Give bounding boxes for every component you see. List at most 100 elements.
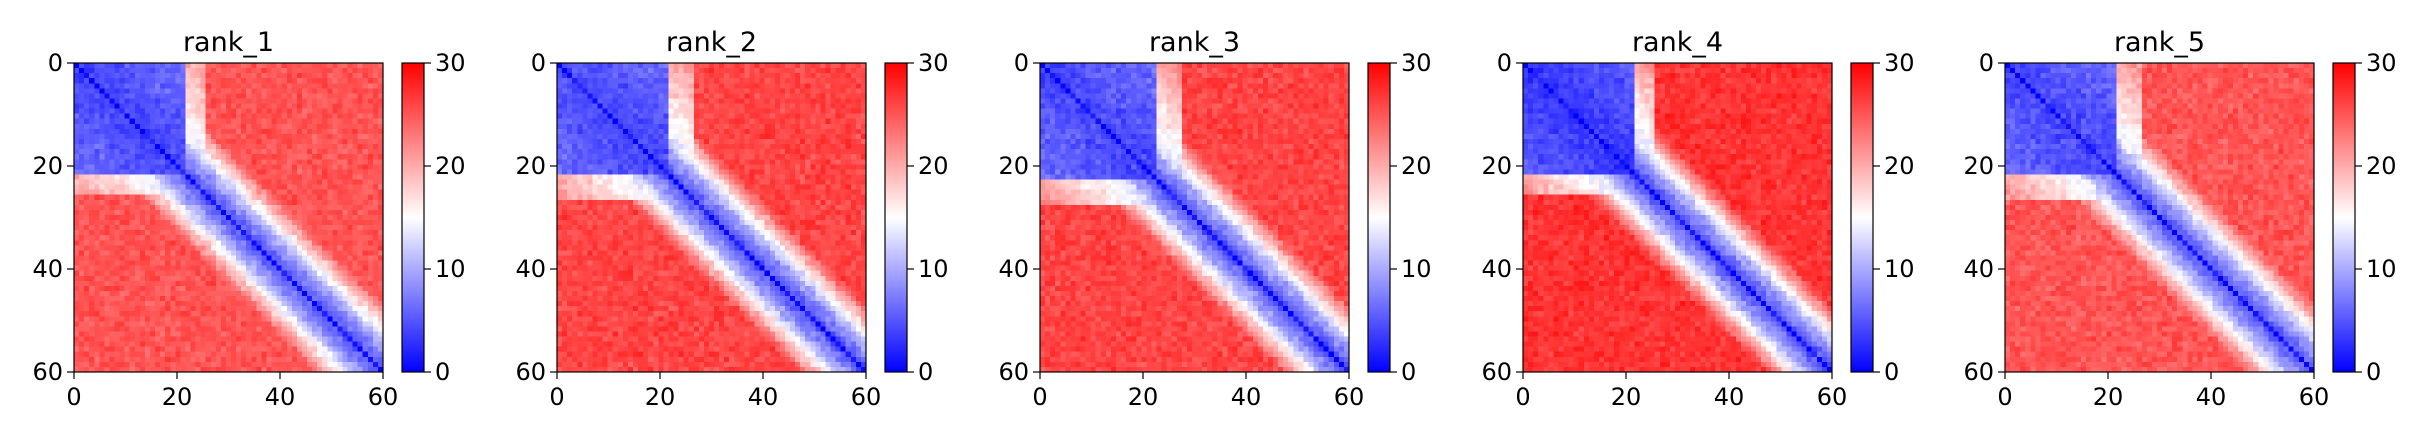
heatmap-cell [658,134,664,140]
heatmap-cell [74,296,80,302]
heatmap-cell [251,124,257,130]
heatmap-cell [272,266,278,272]
heatmap-cell [89,276,95,282]
heatmap-cell [348,245,354,251]
heatmap-cell [201,68,207,74]
heatmap-cell [282,301,288,307]
heatmap-cell [89,119,95,125]
heatmap-cell [226,88,232,94]
heatmap-cell [74,174,80,180]
heatmap-cell [317,337,323,343]
heatmap-cell [795,119,801,125]
heatmap-cell [196,195,202,201]
heatmap-cell [125,185,131,191]
heatmap-cell [125,266,131,272]
heatmap-cell [815,88,821,94]
heatmap-cell [272,109,278,115]
heatmap-cell [120,220,126,226]
heatmap-cell [256,331,262,337]
heatmap-cell [191,306,197,312]
heatmap-cell [785,134,791,140]
heatmap-cell [709,149,715,155]
heatmap-cell [317,271,323,277]
heatmap-cell [170,220,176,226]
heatmap-cell [562,98,568,104]
heatmap-cell [272,296,278,302]
heatmap-cell [74,98,80,104]
heatmap-cell [342,164,348,170]
heatmap-cell [266,245,272,251]
heatmap-cell [211,266,217,272]
heatmap-cell [608,149,614,155]
heatmap-cell [739,73,745,79]
heatmap-cell [679,104,685,110]
heatmap-cell [155,63,161,69]
heatmap-cell [810,104,816,110]
heatmap-cell [598,73,604,79]
heatmap-cell [724,154,730,160]
heatmap-cell [251,352,257,358]
heatmap-cell [795,83,801,89]
heatmap-cell [251,144,257,150]
heatmap-cell [815,73,821,79]
heatmap-cell [790,149,796,155]
heatmap-cell [567,93,573,99]
heatmap-cell [160,114,166,120]
heatmap-cell [216,98,222,104]
heatmap-cell [201,104,207,110]
heatmap-cell [312,357,318,363]
heatmap-cell [277,205,283,211]
heatmap-cell [292,337,298,343]
heatmap-cell [643,144,649,150]
heatmap-cell [221,114,227,120]
heatmap-cell [160,210,166,216]
heatmap-cell [805,139,811,145]
heatmap-cell [135,215,141,221]
heatmap-cell [84,296,90,302]
heatmap-cell [373,301,379,307]
heatmap-cell [94,164,100,170]
heatmap-cell [327,164,333,170]
heatmap-cell [322,180,328,186]
heatmap-cell [216,215,222,221]
heatmap-cell [191,149,197,155]
heatmap-cell [709,98,715,104]
heatmap-cell [246,169,252,175]
heatmap-cell [628,88,634,94]
heatmap-cell [226,63,232,69]
heatmap-cell [74,134,80,140]
heatmap-cell [74,205,80,211]
heatmap-cell [236,230,242,236]
heatmap-cell [104,205,110,211]
heatmap-cell [120,225,126,231]
heatmap-cell [175,271,181,277]
heatmap-cell [115,352,121,358]
heatmap-cell [689,154,695,160]
heatmap-cell [694,129,700,135]
heatmap-cell [196,266,202,272]
heatmap-cell [739,104,745,110]
heatmap-cell [332,180,338,186]
heatmap-cell [368,255,374,261]
heatmap-cell [277,225,283,231]
heatmap-cell [282,235,288,241]
heatmap-cell [846,109,852,115]
heatmap-cell [175,114,181,120]
heatmap-cell [312,164,318,170]
heatmap-cell [221,93,227,99]
heatmap-cell [79,245,85,251]
heatmap-cell [567,114,573,120]
heatmap-cell [104,149,110,155]
heatmap-cell [322,200,328,206]
heatmap-cell [608,78,614,84]
heatmap-cell [191,301,197,307]
heatmap-cell [94,245,100,251]
heatmap-cell [130,245,136,251]
heatmap-cell [618,83,624,89]
heatmap-cell [236,301,242,307]
heatmap-cell [226,342,232,348]
heatmap-cell [724,73,730,79]
heatmap-cell [567,104,573,110]
heatmap-cell [79,88,85,94]
heatmap-cell [89,296,95,302]
